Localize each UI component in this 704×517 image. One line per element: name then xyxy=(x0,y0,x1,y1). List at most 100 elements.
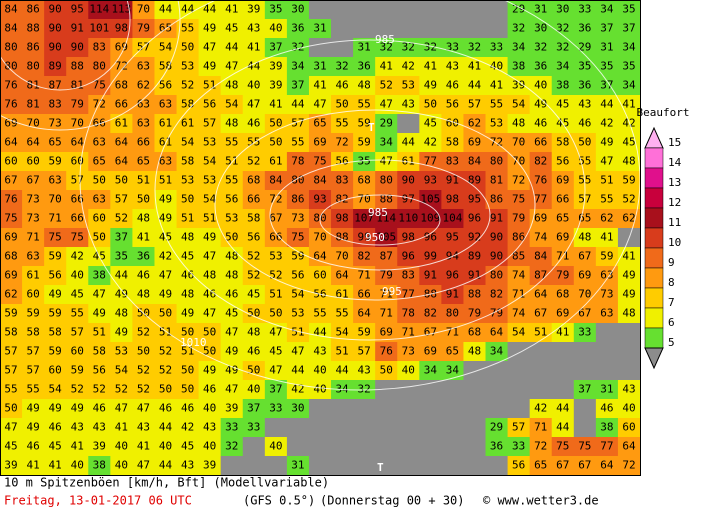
land xyxy=(463,437,487,457)
wind-value: 63 xyxy=(600,269,613,282)
wind-value: 92 xyxy=(468,231,481,244)
wind-cell xyxy=(529,418,553,438)
wind-value: 57 xyxy=(71,326,84,339)
wind-cell xyxy=(617,38,641,58)
land xyxy=(397,19,420,39)
wind-value: 58 xyxy=(159,60,172,73)
wind-cell xyxy=(220,399,244,419)
wind-value: 43 xyxy=(446,60,459,73)
wind-value: 91 xyxy=(71,22,84,35)
wind-value: 50 xyxy=(203,345,216,358)
wind-value: 51 xyxy=(269,288,282,301)
wind-value: 50 xyxy=(181,41,194,54)
wind-cell xyxy=(110,304,133,324)
land xyxy=(308,418,332,438)
wind-value: 51 xyxy=(203,212,216,225)
wind-cell xyxy=(154,342,178,362)
wind-value: 60 xyxy=(446,117,459,130)
wind-value: 34 xyxy=(446,364,460,377)
wind-cell xyxy=(242,38,266,58)
wind-cell xyxy=(507,76,531,96)
wind-cell xyxy=(88,228,111,248)
wind-cell xyxy=(353,152,376,172)
wind-value: 73 xyxy=(26,193,39,206)
wind-value: 52 xyxy=(247,155,260,168)
wind-cell xyxy=(0,38,23,58)
wind-value: 64 xyxy=(26,136,40,149)
wind-cell xyxy=(0,266,23,286)
land xyxy=(286,418,310,438)
wind-value: 33 xyxy=(490,41,503,54)
wind-cell xyxy=(617,209,641,229)
wind-cell xyxy=(507,133,531,153)
wind-value: 34 xyxy=(556,60,570,73)
wind-cell xyxy=(132,114,155,134)
wind-value: 46 xyxy=(534,117,547,130)
wind-cell xyxy=(419,247,442,267)
wind-cell xyxy=(529,266,553,286)
wind-value: 50 xyxy=(203,326,216,339)
wind-value: 88 xyxy=(71,60,84,73)
wind-value: 77 xyxy=(534,193,547,206)
wind-cell xyxy=(242,247,266,267)
wind-cell xyxy=(154,456,178,476)
wind-cell xyxy=(264,152,288,172)
wind-cell xyxy=(551,19,575,39)
wind-value: 86 xyxy=(291,193,304,206)
wind-value: 44 xyxy=(181,3,195,16)
wind-cell xyxy=(331,171,354,191)
wind-cell xyxy=(507,209,531,229)
wind-value: 67 xyxy=(26,174,39,187)
wind-cell xyxy=(154,399,178,419)
wind-value: 59 xyxy=(358,326,371,339)
wind-cell xyxy=(66,57,89,77)
wind-cell xyxy=(308,323,332,343)
land xyxy=(331,0,354,20)
land xyxy=(441,418,464,438)
wind-value: 71 xyxy=(534,421,547,434)
wind-value: 80 xyxy=(490,269,503,282)
wind-value: 80 xyxy=(380,174,393,187)
wind-cell xyxy=(110,19,133,39)
wind-cell xyxy=(176,152,200,172)
wind-cell xyxy=(353,76,376,96)
wind-cell xyxy=(154,418,178,438)
wind-cell xyxy=(529,57,553,77)
wind-value: 40 xyxy=(269,22,282,35)
wind-value: 82 xyxy=(358,250,371,263)
land xyxy=(617,323,641,343)
wind-value: 40 xyxy=(622,402,635,415)
wind-cell xyxy=(176,304,200,324)
wind-value: 57 xyxy=(291,117,304,130)
wind-cell xyxy=(529,437,553,457)
wind-value: 60 xyxy=(26,155,39,168)
wind-value: 35 xyxy=(578,60,591,73)
wind-cell xyxy=(220,418,244,438)
wind-cell xyxy=(617,418,641,438)
wind-cell xyxy=(375,209,398,229)
wind-cell xyxy=(242,380,266,400)
wind-value: 97 xyxy=(402,193,415,206)
wind-value: 71 xyxy=(380,288,393,301)
wind-value: 48 xyxy=(512,117,525,130)
wind-value: 60 xyxy=(71,345,84,358)
wind-cell xyxy=(485,95,509,115)
wind-value: 46 xyxy=(247,117,260,130)
wind-value: 44 xyxy=(159,421,173,434)
wind-value: 41 xyxy=(556,326,569,339)
wind-cell xyxy=(353,228,376,248)
wind-value: 46 xyxy=(446,79,459,92)
wind-value: 82 xyxy=(424,307,437,320)
wind-value: 45 xyxy=(424,117,437,130)
wind-cell xyxy=(198,38,222,58)
wind-cell xyxy=(110,209,133,229)
wind-value: 68 xyxy=(468,326,481,339)
wind-value: 76 xyxy=(4,98,17,111)
wind-cell xyxy=(419,342,442,362)
wind-value: 91 xyxy=(446,174,459,187)
wind-value: 48 xyxy=(622,155,635,168)
wind-cell xyxy=(286,456,310,476)
wind-cell xyxy=(375,152,398,172)
wind-cell xyxy=(353,266,376,286)
wind-cell xyxy=(286,152,310,172)
